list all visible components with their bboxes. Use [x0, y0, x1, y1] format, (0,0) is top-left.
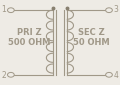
Text: 2: 2 [1, 71, 6, 80]
Text: 3: 3 [114, 5, 119, 14]
Circle shape [8, 8, 14, 13]
Text: SEC Z: SEC Z [78, 28, 104, 37]
Text: 500 OHM: 500 OHM [8, 38, 50, 47]
Circle shape [106, 8, 112, 13]
Text: PRI Z: PRI Z [17, 28, 41, 37]
Text: 1: 1 [1, 5, 6, 14]
Text: 4: 4 [114, 71, 119, 80]
Text: 50 OHM: 50 OHM [73, 38, 109, 47]
Circle shape [106, 72, 112, 77]
Circle shape [8, 72, 14, 77]
